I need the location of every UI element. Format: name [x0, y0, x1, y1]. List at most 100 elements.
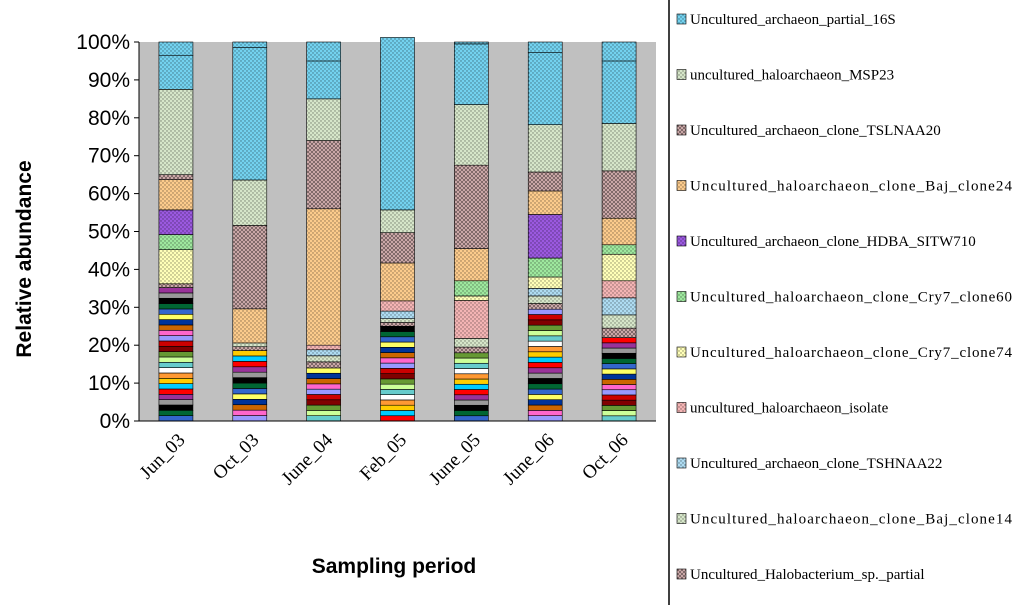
bar-segment-minor [158, 356, 194, 363]
bar-segment-minor [454, 352, 489, 359]
bar-segment-minor [601, 389, 637, 396]
x-tick-label: Feb_05 [356, 430, 411, 485]
bar-segment-minor [527, 340, 563, 347]
bar-segment-minor [306, 378, 341, 385]
bar-segment-minor [158, 351, 194, 358]
bar-segment [158, 209, 194, 235]
legend-label: Uncultured_archaeon_clone_TSHNAA22 [690, 456, 942, 472]
bar-segment-minor [158, 324, 194, 331]
legend-item: Uncultured_haloarchaeon_clone_Cry7_clone… [676, 345, 1013, 361]
bar-segment-minor [380, 410, 415, 417]
legend-label: Uncultured_Halobacterium_sp._partial [690, 567, 925, 583]
legend-item: Uncultured_archaeon_clone_HDBA_SITW710 [676, 234, 976, 250]
bar-segment [306, 355, 341, 363]
legend-item: Uncultured_haloarchaeon_clone_Baj_clone1… [676, 512, 1013, 528]
legend-item: Uncultured_Halobacterium_sp._partial [676, 567, 925, 583]
bar-segment-minor [454, 410, 489, 417]
bar-segment-minor [527, 367, 563, 374]
bar-segment [232, 308, 268, 344]
bar-segment-minor [306, 394, 341, 401]
bar-segment-minor [158, 394, 194, 400]
bar-segment-minor [527, 399, 563, 406]
bar-segment [601, 41, 637, 62]
bar-segment [306, 140, 341, 210]
y-tick-label: 0% [100, 410, 130, 433]
bar-segment-minor [380, 341, 415, 348]
bar-segment [158, 283, 194, 288]
bar-segment [380, 209, 415, 233]
bar-segment [380, 322, 415, 327]
x-tick-label: Jun_03 [136, 430, 190, 484]
legend: Uncultured_archaeon_partial_16S unculture… [676, 12, 1013, 583]
y-tick-label: 90% [88, 69, 130, 92]
bar-segment-minor [306, 383, 341, 390]
bar-segment-minor [380, 404, 415, 411]
bar-segment-minor [454, 378, 489, 385]
bar-segment-minor [158, 313, 194, 320]
bar-segment-minor [601, 368, 637, 375]
bar-segment-minor [454, 394, 489, 401]
bar-segment-minor [232, 409, 268, 416]
legend-item: Uncultured_archaeon_clone_TSLNAA20 [676, 123, 941, 139]
bar-segment-minor [601, 379, 637, 385]
bar-segment [306, 41, 341, 62]
bar-segment-minor [527, 383, 563, 390]
bar-segment-minor [158, 410, 194, 416]
bar-segment-minor [158, 335, 194, 342]
bar-segment-minor [527, 308, 563, 315]
bar-segment-minor [527, 410, 563, 416]
bar-segment-minor [158, 345, 194, 352]
legend-item: uncultured_haloarchaeon_isolate [676, 401, 889, 417]
bar-segment [232, 179, 268, 226]
bar-segment-minor [454, 383, 489, 390]
bar-segment [527, 288, 563, 297]
bar-segment-minor [527, 394, 563, 401]
y-tick-label: 30% [88, 296, 130, 319]
bar-segment [380, 232, 415, 264]
legend-item: Uncultured_haloarchaeon_clone_Cry7_clone… [676, 290, 1012, 306]
bar-segment-minor [527, 314, 563, 321]
bar-segment [601, 253, 637, 282]
bar-segment-minor [380, 389, 415, 395]
bar-segment-minor [158, 362, 194, 368]
bar-segment [232, 342, 268, 348]
bar-segment [454, 338, 489, 348]
bar-segment-minor [454, 404, 489, 411]
bar-segment-minor [454, 389, 489, 396]
bar-segment [454, 43, 489, 105]
bar-segment-minor [158, 404, 194, 411]
bar-segment [232, 47, 268, 181]
legend-label: uncultured_haloarchaeon_isolate [690, 401, 889, 417]
bar-segment [601, 244, 637, 255]
bar-segment [601, 314, 637, 329]
bar-segment [232, 225, 268, 310]
bar-segment-minor [601, 405, 637, 411]
bar-segment-minor [601, 415, 637, 422]
bar-segment-minor [232, 350, 268, 357]
bar-segment-minor [158, 308, 194, 315]
bar-segment [380, 310, 415, 319]
bar-segment-minor [601, 358, 637, 364]
y-tick-label: 70% [88, 145, 130, 168]
bar-segment-minor [232, 382, 268, 389]
legend-label: Uncultured_archaeon_clone_HDBA_SITW710 [690, 234, 976, 250]
bar-segment [158, 174, 194, 180]
bar-segment [527, 190, 563, 215]
bar-segment-minor [306, 410, 341, 416]
bar-segment [601, 327, 637, 338]
bar-segment-minor [158, 372, 194, 379]
bar-segment [527, 295, 563, 304]
bar-segment-minor [380, 378, 415, 385]
bar-segment-minor [306, 399, 341, 406]
bar-segment-minor [380, 383, 415, 390]
bar-segment-minor [601, 352, 637, 359]
bar-segment-minor [158, 287, 194, 294]
bar-segment-minor [158, 303, 194, 310]
bar-segment-minor [158, 297, 194, 304]
bar-segment [454, 104, 489, 166]
bar-segment-minor [232, 393, 268, 400]
y-axis-title: Relative abundance [13, 160, 36, 357]
bar-segment [527, 52, 563, 125]
bar-segment-minor [306, 415, 341, 422]
legend-item: uncultured_haloarchaeon_MSP23 [676, 68, 894, 84]
